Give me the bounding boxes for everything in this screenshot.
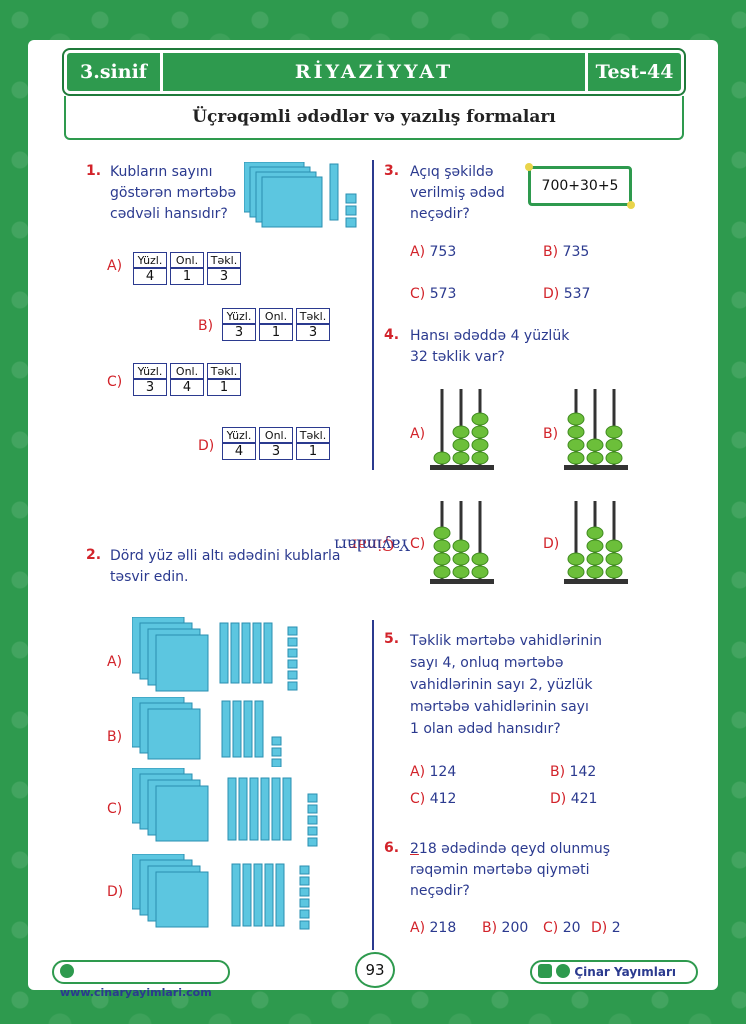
q3-option-d[interactable]: D) 537 <box>543 286 591 302</box>
q5-option-b[interactable]: B) 142 <box>550 764 597 780</box>
q4-text: Hansı ədəddə 4 yüzlük 32 təklik var? <box>410 328 570 365</box>
q6-text: 218 ədədində qeyd olunmuş rəqəmin mərtəb… <box>410 841 611 899</box>
q1-cubes-illustration <box>244 162 357 228</box>
q3-text: Açıq şəkildə verilmiş ədəd neçədir? <box>410 164 505 222</box>
q2-option-a-label[interactable]: A) <box>107 654 123 670</box>
q2-text: Dörd yüz əlli altı ədədini kublarla təsv… <box>110 548 341 585</box>
side-label: Çinar Yayımları <box>334 470 410 620</box>
publisher-name: Çinar Yayımları <box>574 965 677 979</box>
subject-title: RİYAZİYYAT <box>294 61 454 83</box>
q6-option-b[interactable]: B) 200 <box>482 920 529 936</box>
q3-option-c[interactable]: C) 573 <box>410 286 457 302</box>
page-header: 3.sinif RİYAZİYYAT Test-44 <box>64 50 684 94</box>
q4-option-b-label[interactable]: B) <box>543 426 559 442</box>
q2-option-b-label[interactable]: B) <box>107 729 123 745</box>
q3-expression-box: 700+30+5 <box>525 163 635 209</box>
q2-option-d-cubes <box>132 854 310 930</box>
footer-website[interactable]: www.cinaryayimlari.com <box>52 960 230 999</box>
q1-option-b-label[interactable]: B) <box>198 318 214 334</box>
q3-option-b[interactable]: B) 735 <box>543 244 590 260</box>
q6-option-d[interactable]: D) 2 <box>591 920 621 936</box>
instagram-icon <box>538 964 552 978</box>
footer-publisher[interactable]: Çinar Yayımları <box>530 960 698 984</box>
q1-option-c-label[interactable]: C) <box>107 374 123 390</box>
q4-option-c-abacus <box>430 501 494 584</box>
q3-option-a[interactable]: A) 753 <box>410 244 457 260</box>
q6-number: 6. <box>384 840 400 856</box>
q4-option-b-abacus <box>564 389 628 470</box>
q1-option-a-label[interactable]: A) <box>107 258 123 274</box>
q6-option-c[interactable]: C) 20 <box>543 920 581 936</box>
topic-title: Üçrəqəmli ədədlər və yazılış formaları <box>64 96 684 140</box>
grade-label: 3.sinif <box>67 53 163 91</box>
q5-option-a[interactable]: A) 124 <box>410 764 457 780</box>
q2-option-c-label[interactable]: C) <box>107 801 123 817</box>
q1-option-d-label[interactable]: D) <box>198 438 215 454</box>
q5-option-d[interactable]: D) 421 <box>550 791 598 807</box>
q5-text: Təklik mərtəbə vahidlərinin sayı 4, onlu… <box>410 633 602 737</box>
q4-number: 4. <box>384 327 400 343</box>
website-link[interactable]: www.cinaryayimlari.com <box>60 986 212 999</box>
q4-option-a-abacus <box>430 389 494 470</box>
q1-number: 1. <box>86 163 102 179</box>
globe-icon <box>60 964 74 978</box>
q4-option-d-abacus <box>564 501 628 584</box>
q6-underlined-digit: 2 <box>410 841 419 857</box>
q2-option-b-cubes <box>132 697 282 767</box>
q2-number: 2. <box>86 547 102 563</box>
q4-option-c-label[interactable]: C) <box>410 536 426 552</box>
q2-option-c-cubes <box>132 768 318 847</box>
q4-option-a-label[interactable]: A) <box>410 426 426 442</box>
q3-number: 3. <box>384 163 400 179</box>
q6-option-a[interactable]: A) 218 <box>410 920 457 936</box>
q4-option-d-label[interactable]: D) <box>543 536 560 552</box>
q5-number: 5. <box>384 631 400 647</box>
test-label: Test-44 <box>585 53 681 91</box>
facebook-icon <box>556 964 571 978</box>
q1-text: Kubların sayını göstərən mərtəbə cədvəli… <box>110 164 237 222</box>
q2-option-a-cubes <box>132 617 298 692</box>
page-number: 93 <box>355 952 395 988</box>
side-label-part2: Yayımları <box>334 535 410 555</box>
q2-option-d-label[interactable]: D) <box>107 884 124 900</box>
q5-option-c[interactable]: C) 412 <box>410 791 457 807</box>
